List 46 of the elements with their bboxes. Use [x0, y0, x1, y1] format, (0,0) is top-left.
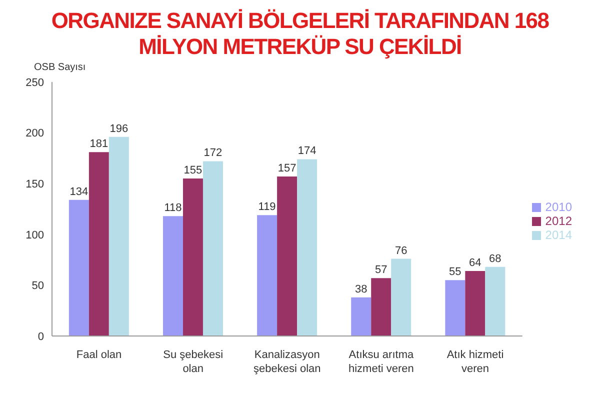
data-label: 38 — [354, 283, 368, 296]
bar — [277, 176, 298, 336]
bar — [182, 178, 203, 336]
bar — [162, 216, 183, 336]
legend-label: 2010 — [545, 200, 572, 214]
bar — [257, 215, 278, 336]
x-tick-label: Atıksu arıtma hizmeti veren — [348, 349, 414, 375]
chart-title: ORGANIZE SANAYİ BÖLGELERİ TARAFINDAN 168 MİLYON METREKÜP SU ÇEKİLDİ — [50, 8, 550, 61]
x-tick-label: Atık hizmeti veren — [446, 349, 504, 375]
data-label: 157 — [278, 162, 296, 174]
bar — [371, 278, 392, 336]
y-tick-label: 200 — [26, 128, 44, 140]
data-label: 174 — [298, 145, 316, 158]
bar — [485, 266, 506, 336]
bar — [68, 200, 89, 336]
y-tick-label: 150 — [26, 178, 44, 191]
data-label: 134 — [70, 186, 88, 198]
y-tick-label: 0 — [38, 330, 44, 343]
bar — [88, 152, 109, 336]
data-label: 196 — [110, 122, 128, 135]
data-label: 172 — [204, 147, 222, 160]
bar — [351, 297, 372, 336]
data-label: 64 — [469, 256, 482, 269]
legend-label: 2012 — [545, 214, 572, 228]
data-label: 57 — [374, 264, 388, 276]
bar — [391, 258, 412, 336]
data-label: 55 — [449, 266, 462, 278]
data-label: 155 — [184, 164, 202, 177]
legend-label: 2014 — [545, 228, 572, 242]
x-tick-label: Su şebekesi olan — [163, 349, 224, 375]
data-label: 68 — [489, 252, 502, 265]
data-label: 118 — [164, 202, 182, 214]
bar — [297, 159, 318, 336]
bar — [465, 270, 486, 336]
bar — [202, 161, 223, 336]
data-label: 181 — [90, 138, 108, 150]
y-tick-label: 50 — [32, 280, 44, 292]
bar — [108, 136, 129, 336]
y-axis-title: OSB Sayısı — [34, 62, 86, 73]
data-label: 119 — [258, 201, 276, 214]
x-tick-label: Faal olan — [76, 349, 122, 361]
data-label: 76 — [394, 244, 408, 257]
y-tick-label: 250 — [26, 76, 44, 89]
x-tick-label: Kanalizasyon şebekesi olan — [254, 349, 321, 375]
bar — [445, 280, 466, 336]
y-tick-label: 100 — [26, 229, 44, 242]
